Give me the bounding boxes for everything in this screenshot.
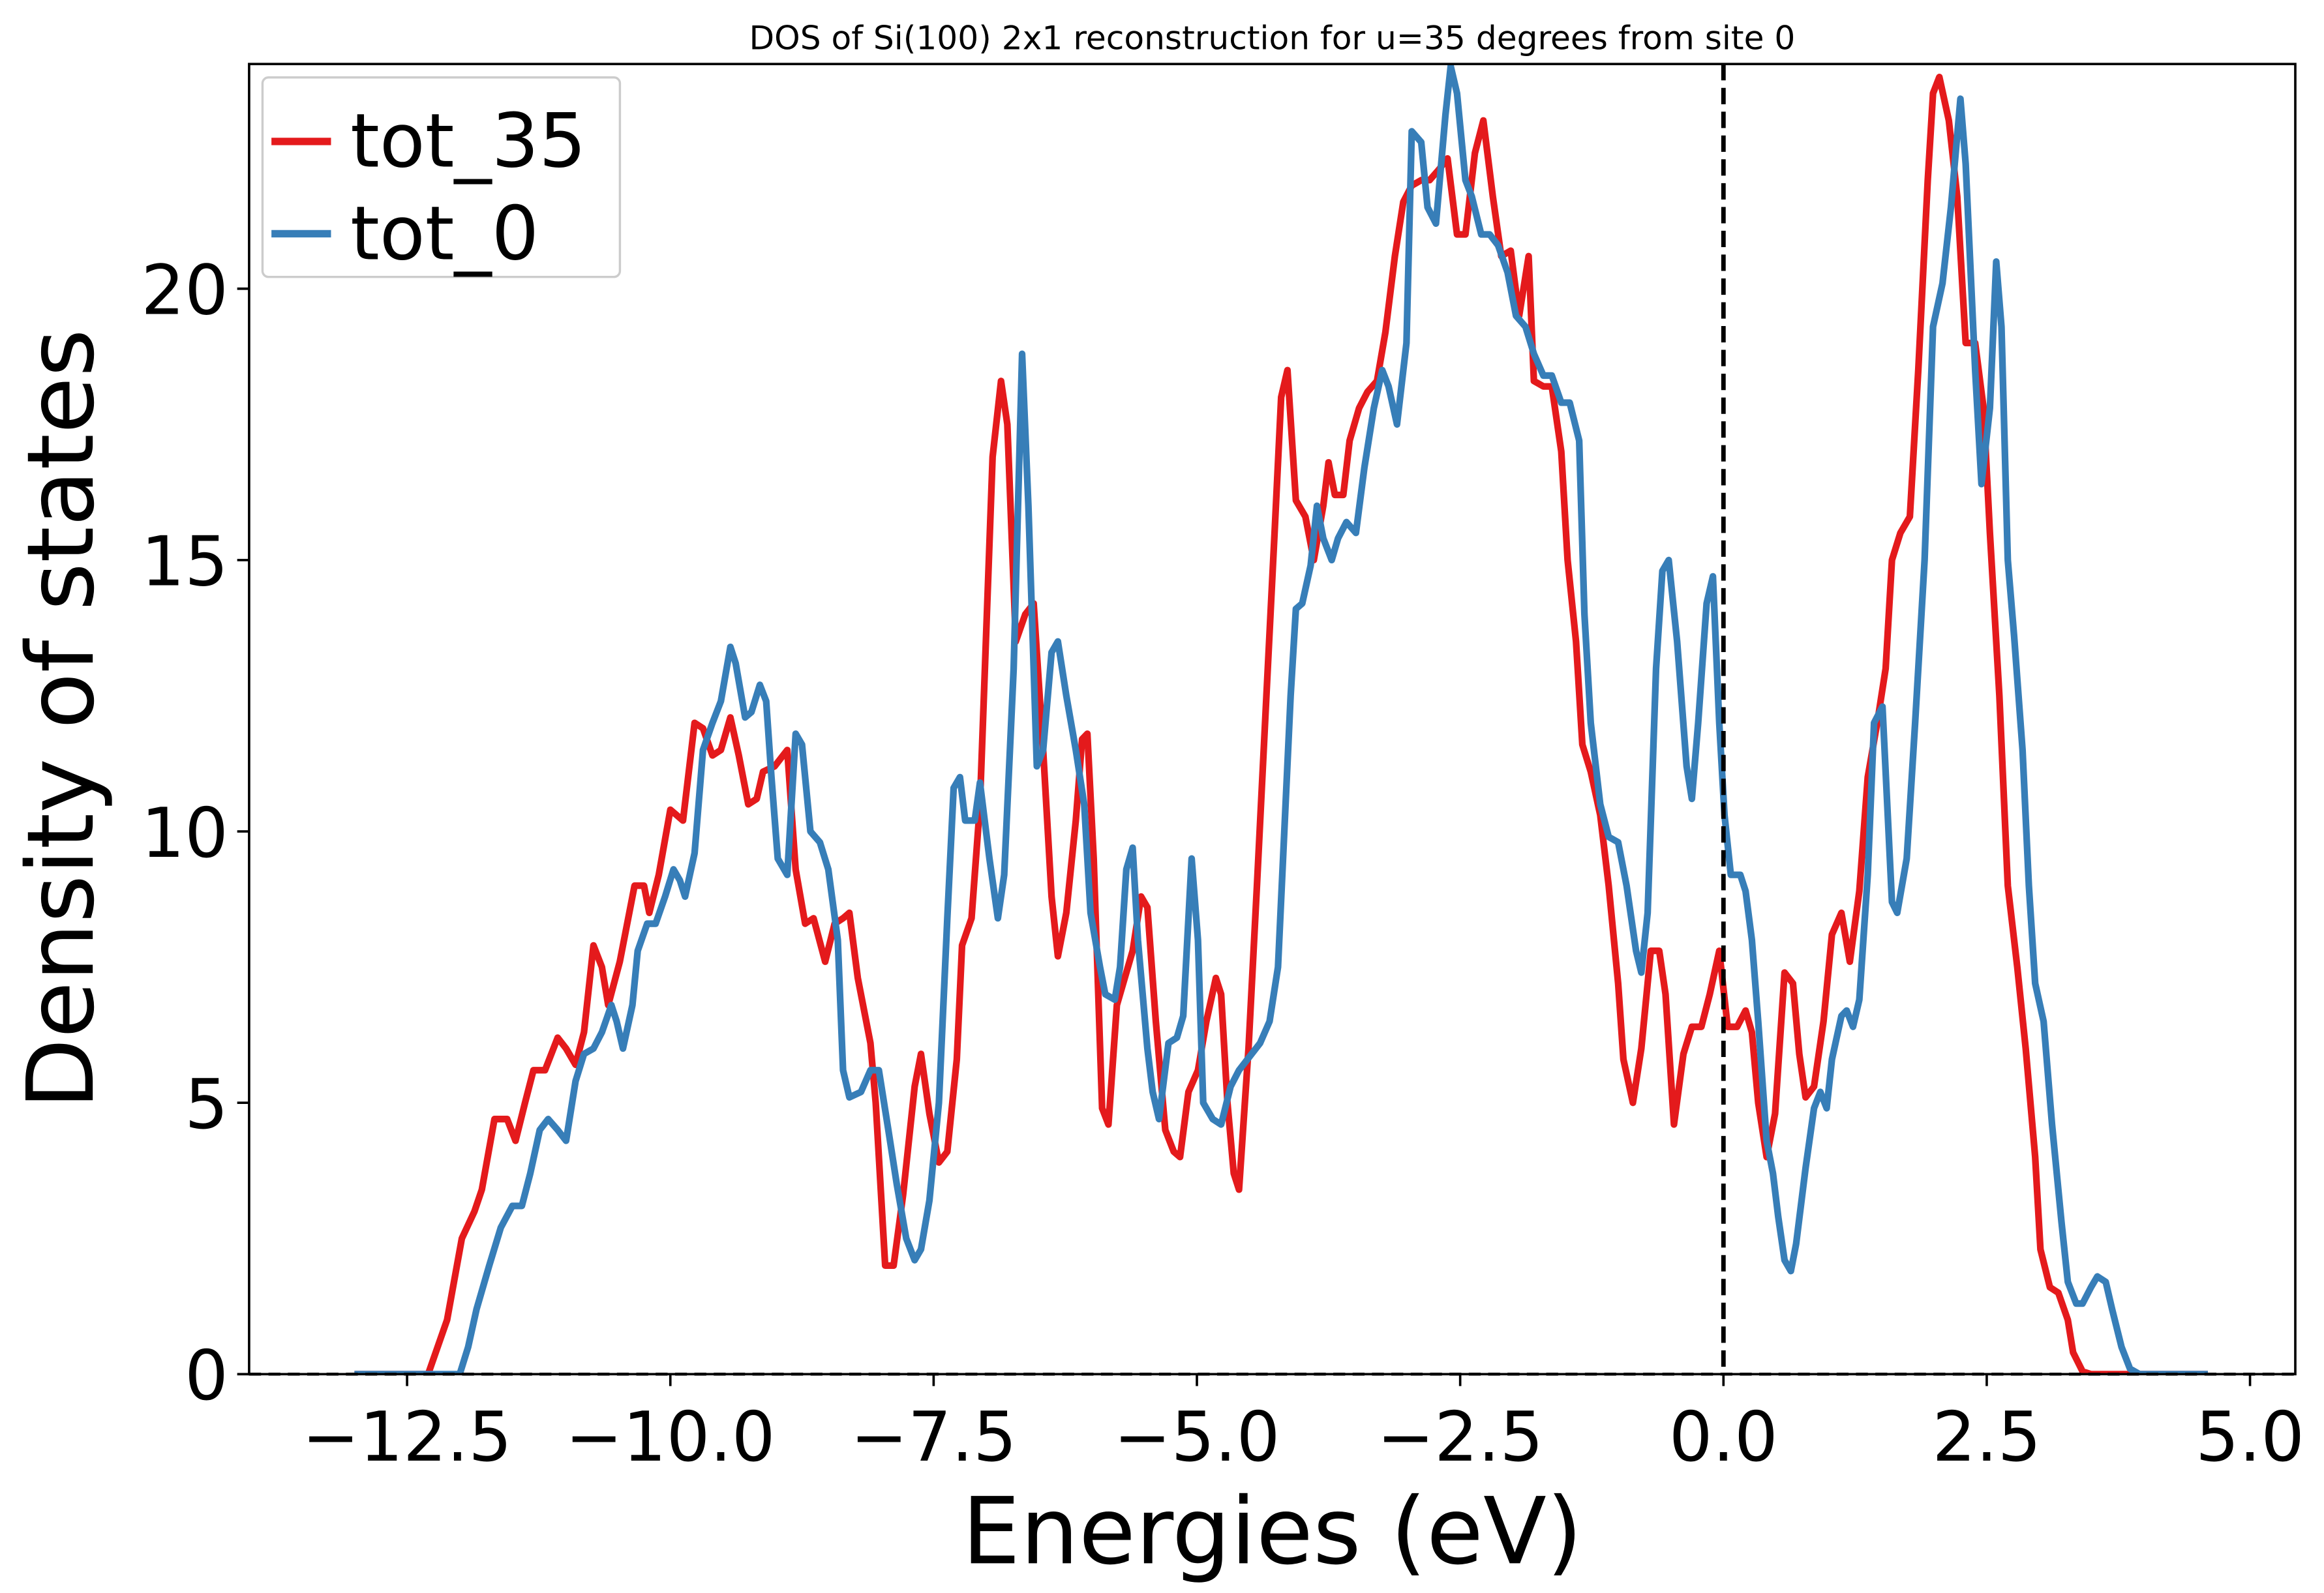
y-tick-label: 20 xyxy=(141,251,228,331)
y-axis-label: Density of states xyxy=(8,329,115,1109)
legend-label: tot_0 xyxy=(350,190,539,276)
plot-frame xyxy=(248,63,2297,1376)
plot-area: −12.5 −10.0 −7.5 −5.0 −2.5 0.0 2.5 5.0 0 5 10 15 20 t… xyxy=(141,63,2304,1477)
x-tick-label: −7.5 xyxy=(851,1397,1017,1477)
x-tick-label: 5.0 xyxy=(2196,1397,2304,1477)
x-tick-label: −2.5 xyxy=(1377,1397,1543,1477)
x-tick-label: 2.5 xyxy=(1932,1397,2041,1477)
x-tick-label: 0.0 xyxy=(1669,1397,1778,1477)
series-line xyxy=(354,64,2208,1375)
y-tick-label: 0 xyxy=(185,1336,228,1416)
legend-box xyxy=(261,76,622,278)
y-tick-label: 15 xyxy=(141,522,228,602)
x-tick-label: −12.5 xyxy=(302,1397,512,1477)
series-line xyxy=(354,74,2208,1375)
x-axis-label: Energies (eV) xyxy=(962,1478,1582,1585)
x-tick-label: −5.0 xyxy=(1114,1397,1280,1477)
x-tick-label: −10.0 xyxy=(566,1397,776,1477)
y-tick-label: 10 xyxy=(141,794,228,873)
y-tick-label: 5 xyxy=(185,1065,228,1144)
legend-label: tot_35 xyxy=(350,98,586,185)
chart-title: DOS of Si(100) 2x1 reconstruction for u=… xyxy=(749,18,1796,57)
